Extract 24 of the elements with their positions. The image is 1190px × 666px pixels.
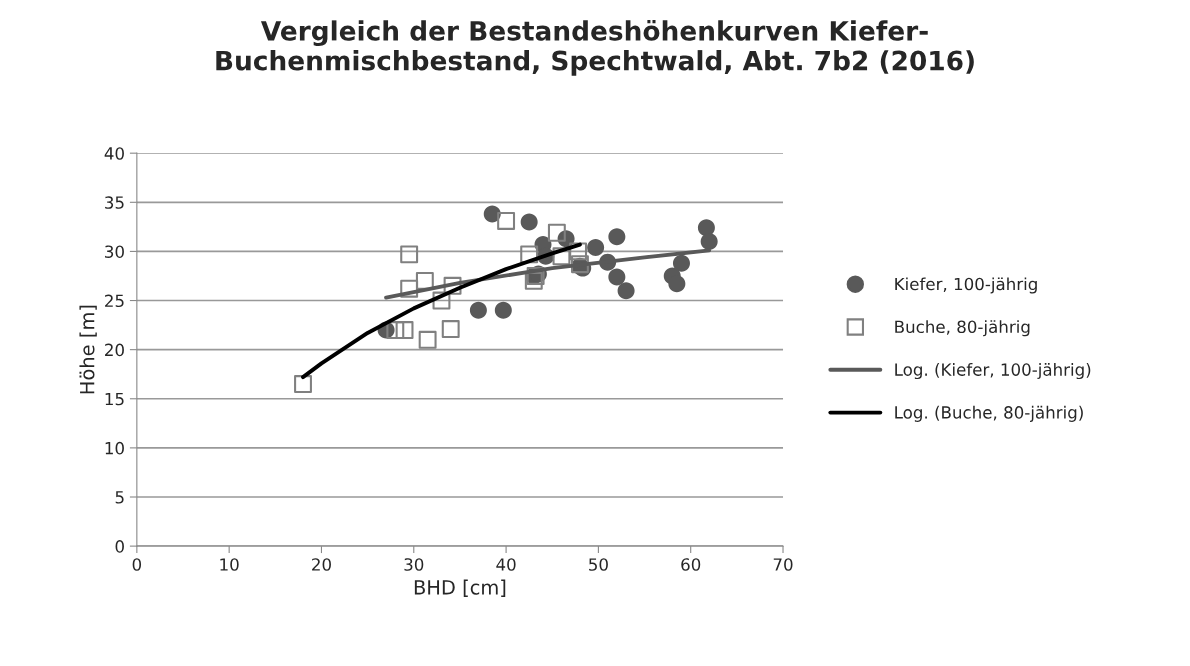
y-tick-label: 20 [105,343,124,357]
x-tick-label: 50 [589,558,608,571]
x-tick-label: 70 [773,558,793,571]
legend-label: Log. (Buche, 80-jährig) [895,405,1083,422]
x-tick-label: 0 [132,558,142,571]
y-tick-label: 5 [115,491,124,504]
legend-label: Kiefer, 100-jährig [895,277,1037,294]
x-tick-label: 10 [220,558,239,571]
x-axis-title: BHD [cm] [414,579,506,597]
legend-label: Log. (Kiefer, 100-jährig) [895,362,1091,380]
y-tick-label: 30 [105,245,124,258]
legend-label: Buche, 80-jährig [895,320,1030,337]
y-tick-label: 35 [105,196,124,209]
y-tick-label: 15 [105,392,124,406]
x-tick-label: 30 [404,558,424,571]
x-tick-label: 20 [312,558,331,571]
x-tick-label: 40 [496,558,516,571]
y-tick-label: 10 [105,441,124,455]
y-tick-label: 40 [104,147,124,160]
y-axis-title: Höhe [m] [79,305,97,394]
y-tick-label: 0 [115,540,124,553]
y-tick-label: 25 [105,294,124,308]
chart-title: Vergleich der Bestandeshöhenkurven Kiefer- Buchenmischbestand, Spechtwald, Abt. 7b2 (2016) [216,19,974,76]
x-tick-label: 60 [681,558,701,571]
